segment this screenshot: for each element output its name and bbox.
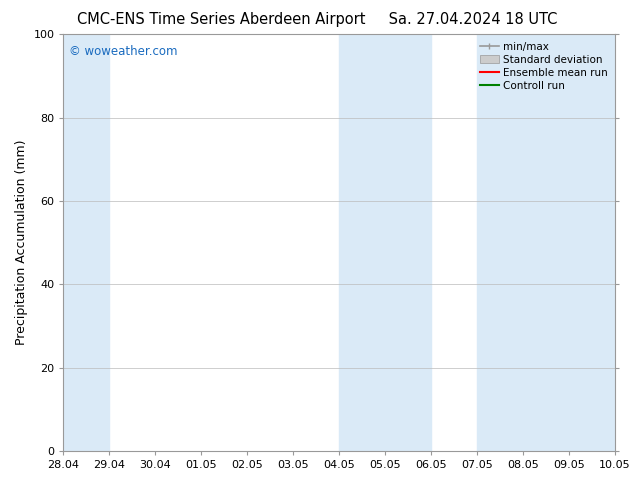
Bar	[339, 34, 431, 451]
Text: © woweather.com: © woweather.com	[69, 45, 178, 58]
Bar	[477, 34, 634, 451]
Text: CMC-ENS Time Series Aberdeen Airport     Sa. 27.04.2024 18 UTC: CMC-ENS Time Series Aberdeen Airport Sa.…	[77, 12, 557, 27]
Bar	[63, 34, 110, 451]
Y-axis label: Precipitation Accumulation (mm): Precipitation Accumulation (mm)	[15, 140, 28, 345]
Legend: min/max, Standard deviation, Ensemble mean run, Controll run: min/max, Standard deviation, Ensemble me…	[478, 40, 610, 93]
